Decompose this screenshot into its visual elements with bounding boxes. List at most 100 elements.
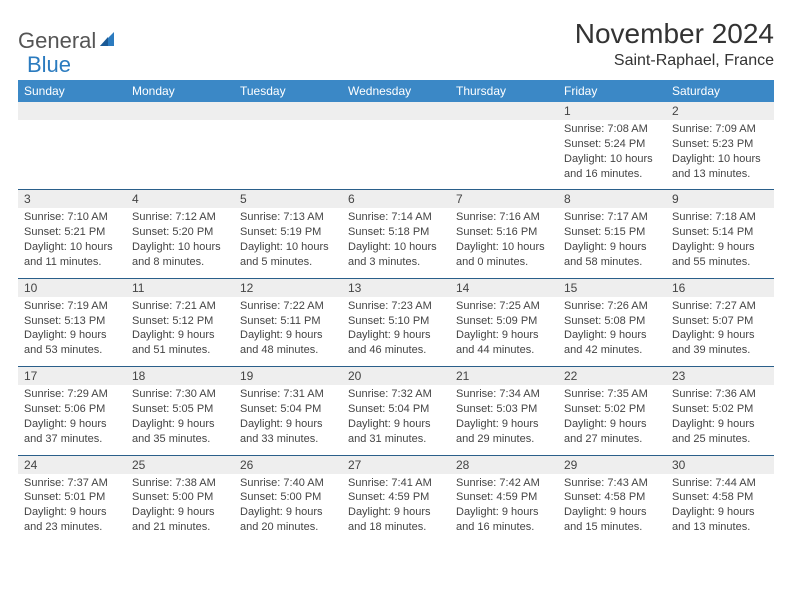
daylight-text-1: Daylight: 9 hours bbox=[672, 240, 768, 255]
sunrise-text: Sunrise: 7:09 AM bbox=[672, 122, 768, 137]
sunrise-text: Sunrise: 7:35 AM bbox=[564, 387, 660, 402]
sunrise-text: Sunrise: 7:30 AM bbox=[132, 387, 228, 402]
info-cell bbox=[126, 120, 234, 190]
daylight-text-2: and 29 minutes. bbox=[456, 432, 552, 447]
daylight-text-1: Daylight: 10 hours bbox=[24, 240, 120, 255]
dayhead-wed: Wednesday bbox=[342, 80, 450, 102]
daylight-text-2: and 16 minutes. bbox=[564, 167, 660, 182]
dayhead-fri: Friday bbox=[558, 80, 666, 102]
daynum-cell: 30 bbox=[666, 455, 774, 474]
daylight-text-2: and 42 minutes. bbox=[564, 343, 660, 358]
info-cell: Sunrise: 7:43 AMSunset: 4:58 PMDaylight:… bbox=[558, 474, 666, 543]
daylight-text-1: Daylight: 9 hours bbox=[348, 417, 444, 432]
info-cell: Sunrise: 7:37 AMSunset: 5:01 PMDaylight:… bbox=[18, 474, 126, 543]
daynum-cell: 26 bbox=[234, 455, 342, 474]
info-cell: Sunrise: 7:10 AMSunset: 5:21 PMDaylight:… bbox=[18, 208, 126, 278]
daylight-text-2: and 18 minutes. bbox=[348, 520, 444, 535]
daynum-cell: 16 bbox=[666, 278, 774, 297]
daynum-row: 10111213141516 bbox=[18, 278, 774, 297]
sunset-text: Sunset: 5:04 PM bbox=[348, 402, 444, 417]
sunset-text: Sunset: 5:11 PM bbox=[240, 314, 336, 329]
daylight-text-1: Daylight: 9 hours bbox=[456, 505, 552, 520]
daynum-cell: 6 bbox=[342, 190, 450, 209]
daylight-text-2: and 37 minutes. bbox=[24, 432, 120, 447]
daylight-text-2: and 39 minutes. bbox=[672, 343, 768, 358]
sunrise-text: Sunrise: 7:38 AM bbox=[132, 476, 228, 491]
daylight-text-2: and 21 minutes. bbox=[132, 520, 228, 535]
sunrise-text: Sunrise: 7:13 AM bbox=[240, 210, 336, 225]
daynum-cell: 22 bbox=[558, 367, 666, 386]
sunrise-text: Sunrise: 7:21 AM bbox=[132, 299, 228, 314]
info-cell: Sunrise: 7:18 AMSunset: 5:14 PMDaylight:… bbox=[666, 208, 774, 278]
daylight-text-1: Daylight: 9 hours bbox=[132, 328, 228, 343]
dayhead-sat: Saturday bbox=[666, 80, 774, 102]
info-cell: Sunrise: 7:29 AMSunset: 5:06 PMDaylight:… bbox=[18, 385, 126, 455]
sunset-text: Sunset: 5:08 PM bbox=[564, 314, 660, 329]
daylight-text-2: and 46 minutes. bbox=[348, 343, 444, 358]
sunset-text: Sunset: 5:09 PM bbox=[456, 314, 552, 329]
sunrise-text: Sunrise: 7:22 AM bbox=[240, 299, 336, 314]
daynum-cell: 20 bbox=[342, 367, 450, 386]
daylight-text-2: and 31 minutes. bbox=[348, 432, 444, 447]
sunrise-text: Sunrise: 7:27 AM bbox=[672, 299, 768, 314]
sunrise-text: Sunrise: 7:41 AM bbox=[348, 476, 444, 491]
daynum-cell: 1 bbox=[558, 102, 666, 120]
daynum-cell: 3 bbox=[18, 190, 126, 209]
sunset-text: Sunset: 5:21 PM bbox=[24, 225, 120, 240]
daylight-text-2: and 13 minutes. bbox=[672, 167, 768, 182]
daynum-cell: 13 bbox=[342, 278, 450, 297]
sunrise-text: Sunrise: 7:37 AM bbox=[24, 476, 120, 491]
dayhead-tue: Tuesday bbox=[234, 80, 342, 102]
daylight-text-1: Daylight: 9 hours bbox=[24, 328, 120, 343]
logo: General bbox=[18, 28, 118, 54]
logo-text-general: General bbox=[18, 28, 96, 54]
daylight-text-2: and 3 minutes. bbox=[348, 255, 444, 270]
daylight-text-1: Daylight: 9 hours bbox=[132, 417, 228, 432]
daylight-text-1: Daylight: 9 hours bbox=[348, 328, 444, 343]
info-cell: Sunrise: 7:23 AMSunset: 5:10 PMDaylight:… bbox=[342, 297, 450, 367]
info-cell: Sunrise: 7:42 AMSunset: 4:59 PMDaylight:… bbox=[450, 474, 558, 543]
sunrise-text: Sunrise: 7:19 AM bbox=[24, 299, 120, 314]
sunrise-text: Sunrise: 7:18 AM bbox=[672, 210, 768, 225]
daylight-text-1: Daylight: 9 hours bbox=[672, 417, 768, 432]
info-cell: Sunrise: 7:25 AMSunset: 5:09 PMDaylight:… bbox=[450, 297, 558, 367]
sunrise-text: Sunrise: 7:23 AM bbox=[348, 299, 444, 314]
sunrise-text: Sunrise: 7:34 AM bbox=[456, 387, 552, 402]
daylight-text-1: Daylight: 9 hours bbox=[456, 328, 552, 343]
daylight-text-2: and 16 minutes. bbox=[456, 520, 552, 535]
header: General November 2024 Saint-Raphael, Fra… bbox=[18, 18, 774, 70]
daylight-text-2: and 58 minutes. bbox=[564, 255, 660, 270]
daynum-cell: 19 bbox=[234, 367, 342, 386]
sunset-text: Sunset: 5:00 PM bbox=[240, 490, 336, 505]
daynum-row: 24252627282930 bbox=[18, 455, 774, 474]
daynum-cell: 8 bbox=[558, 190, 666, 209]
sunset-text: Sunset: 5:23 PM bbox=[672, 137, 768, 152]
sunset-text: Sunset: 5:24 PM bbox=[564, 137, 660, 152]
sunset-text: Sunset: 5:15 PM bbox=[564, 225, 660, 240]
info-cell: Sunrise: 7:41 AMSunset: 4:59 PMDaylight:… bbox=[342, 474, 450, 543]
info-cell: Sunrise: 7:16 AMSunset: 5:16 PMDaylight:… bbox=[450, 208, 558, 278]
daynum-cell: 21 bbox=[450, 367, 558, 386]
info-cell: Sunrise: 7:32 AMSunset: 5:04 PMDaylight:… bbox=[342, 385, 450, 455]
info-cell: Sunrise: 7:19 AMSunset: 5:13 PMDaylight:… bbox=[18, 297, 126, 367]
daynum-cell: 11 bbox=[126, 278, 234, 297]
daynum-cell: 17 bbox=[18, 367, 126, 386]
daylight-text-1: Daylight: 9 hours bbox=[456, 417, 552, 432]
dayhead-sun: Sunday bbox=[18, 80, 126, 102]
daynum-cell: 15 bbox=[558, 278, 666, 297]
dayhead-thu: Thursday bbox=[450, 80, 558, 102]
info-cell bbox=[234, 120, 342, 190]
daynum-cell bbox=[234, 102, 342, 120]
info-cell bbox=[18, 120, 126, 190]
daylight-text-2: and 5 minutes. bbox=[240, 255, 336, 270]
daylight-text-2: and 25 minutes. bbox=[672, 432, 768, 447]
daylight-text-1: Daylight: 9 hours bbox=[564, 505, 660, 520]
daylight-text-2: and 0 minutes. bbox=[456, 255, 552, 270]
daylight-text-2: and 23 minutes. bbox=[24, 520, 120, 535]
daynum-cell bbox=[342, 102, 450, 120]
sunset-text: Sunset: 5:19 PM bbox=[240, 225, 336, 240]
daynum-cell: 4 bbox=[126, 190, 234, 209]
info-row: Sunrise: 7:08 AMSunset: 5:24 PMDaylight:… bbox=[18, 120, 774, 190]
sunrise-text: Sunrise: 7:16 AM bbox=[456, 210, 552, 225]
location: Saint-Raphael, France bbox=[575, 52, 774, 70]
